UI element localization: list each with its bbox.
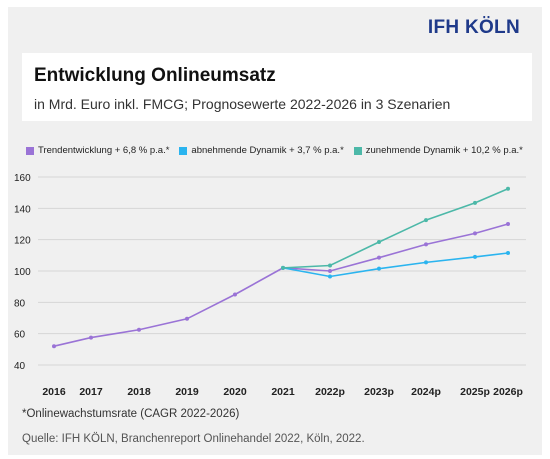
x-tick-label: 2020 <box>223 386 247 398</box>
data-point-abnehmend <box>473 254 477 259</box>
data-point-abnehmend <box>377 266 381 271</box>
y-tick-label: 120 <box>14 236 31 247</box>
series-line-trend <box>53 223 509 347</box>
chart-subtitle: in Mrd. Euro inkl. FMCG; Prognosewerte 2… <box>34 96 451 112</box>
x-tick-label: 2024p <box>411 386 441 398</box>
y-tick-label: 60 <box>14 330 26 341</box>
data-point-trend <box>506 222 510 226</box>
legend-swatch-trend <box>26 146 34 155</box>
series-line-zunehmend <box>282 188 509 269</box>
footnote: *Onlinewachstumsrate (CAGR 2022-2026) <box>22 408 240 420</box>
x-tick-label: 2025p <box>460 386 490 398</box>
title-box: Entwicklung Onlineumsatz in Mrd. Euro in… <box>22 53 532 121</box>
data-point-zunehmend <box>281 265 285 270</box>
x-tick-label: 2022p <box>315 386 345 398</box>
legend-label-abnehmend: abnehmende Dynamik + 3,7 % p.a.* <box>191 145 344 156</box>
data-point-trend <box>233 292 237 297</box>
line-chart: 40 60 80 100 120 140 160 2016 2017 2018 2019 2020 20… <box>14 173 526 398</box>
brand-logo: IFH KÖLN <box>427 17 520 38</box>
data-point-trend <box>185 316 189 321</box>
chart-title: Entwicklung Onlineumsatz <box>34 65 276 86</box>
x-tick-label: 2023p <box>364 386 394 398</box>
x-tick-label: 2021 <box>271 386 295 398</box>
series-line-abnehmend <box>282 252 509 278</box>
data-point-abnehmend <box>506 250 510 255</box>
x-tick-label: 2018 <box>127 386 151 398</box>
data-point-trend <box>137 327 141 332</box>
data-point-trend <box>328 269 332 273</box>
legend-label-trend: Trendentwicklung + 6,8 % p.a.* <box>38 145 170 156</box>
y-tick-label: 100 <box>14 267 31 278</box>
data-point-abnehmend <box>328 274 332 279</box>
data-point-zunehmend <box>506 186 510 191</box>
data-point-zunehmend <box>328 263 332 268</box>
legend-item-abnehmend: abnehmende Dynamik + 3,7 % p.a.* <box>179 145 344 156</box>
y-tick-label: 160 <box>14 173 31 184</box>
x-tick-label: 2017 <box>79 386 103 398</box>
data-point-trend <box>473 231 477 236</box>
x-tick-label: 2016 <box>42 386 66 398</box>
legend-item-zunehmend: zunehmende Dynamik + 10,2 % p.a.* <box>353 145 523 156</box>
data-point-zunehmend <box>424 218 428 223</box>
data-point-trend <box>377 255 381 260</box>
data-point-zunehmend <box>377 240 381 245</box>
x-tick-label: 2026p <box>493 386 523 398</box>
source-note: Quelle: IFH KÖLN, Branchenreport Onlineh… <box>22 433 365 445</box>
x-tick-label: 2019 <box>175 386 199 398</box>
legend-swatch-zunehmend <box>353 146 362 155</box>
legend-label-zunehmend: zunehmende Dynamik + 10,2 % p.a.* <box>365 145 523 156</box>
data-point-zunehmend <box>473 200 477 205</box>
legend: Trendentwicklung + 6,8 % p.a.* abnehmend… <box>26 145 523 156</box>
data-point-trend <box>52 344 56 349</box>
legend-item-trend: Trendentwicklung + 6,8 % p.a.* <box>26 145 169 156</box>
legend-swatch-abnehmend <box>179 146 188 155</box>
chart-card: IFH KÖLN Entwicklung Onlineumsatz in Mrd… <box>8 7 542 455</box>
y-tick-label: 40 <box>14 361 26 372</box>
y-tick-label: 80 <box>14 298 26 309</box>
data-point-trend <box>89 335 93 340</box>
data-point-abnehmend <box>424 260 428 265</box>
y-tick-label: 140 <box>14 204 31 215</box>
data-point-trend <box>424 242 428 247</box>
